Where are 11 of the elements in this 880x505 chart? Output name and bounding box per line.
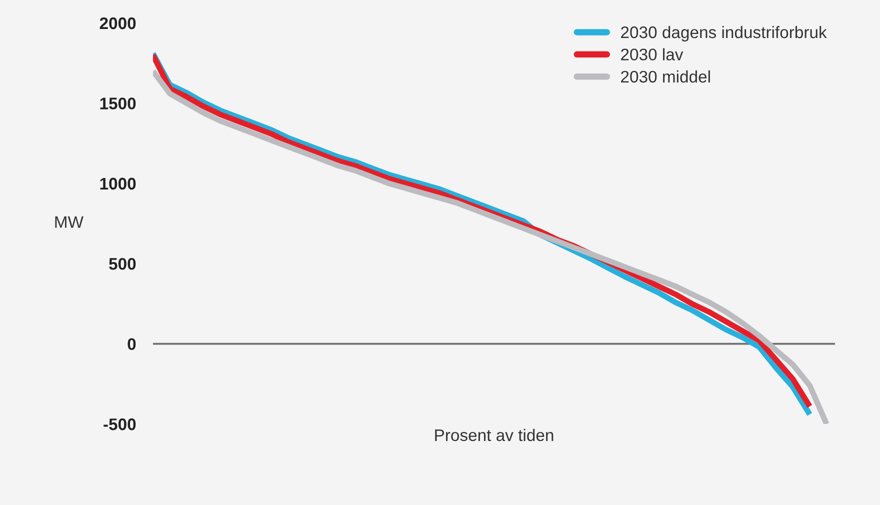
y-tick-label: -500 xyxy=(104,418,136,430)
legend-label: 2030 dagens industriforbruk xyxy=(621,26,827,42)
y-tick-label: 1500 xyxy=(100,98,136,110)
y-axis-title: MW xyxy=(55,216,84,228)
y-tick-label: 1000 xyxy=(100,178,136,190)
legend-label: 2030 middel xyxy=(621,70,710,83)
y-tick-label: 500 xyxy=(109,258,136,270)
y-tick-label: 2000 xyxy=(100,17,136,30)
legend-label: 2030 lav xyxy=(621,48,684,60)
x-axis-title: Prosent av tiden xyxy=(435,428,554,442)
y-tick-label: 0 xyxy=(128,338,136,350)
